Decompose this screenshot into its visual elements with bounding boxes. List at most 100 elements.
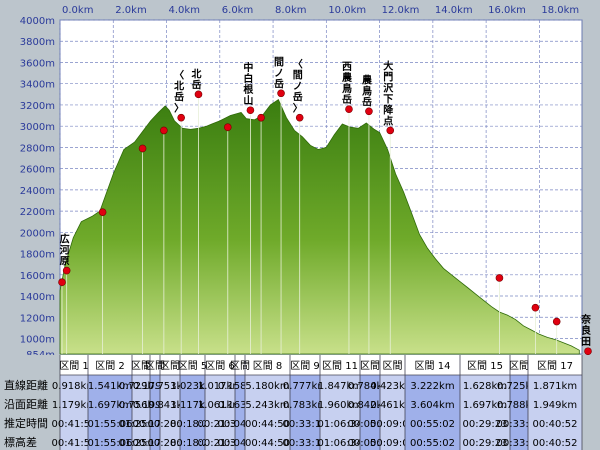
table-cell: 00:05:10 (348, 419, 393, 430)
table-cell: 00:44:50 (245, 419, 290, 430)
waypoint-marker (295, 113, 304, 122)
table-cell: 1.541km (88, 381, 132, 392)
table-cell: 3.222km (410, 381, 454, 392)
table-cell: 1.960km (318, 400, 362, 411)
x-tick-label: 4.0km (169, 5, 200, 16)
table-section-header: 区間 1 (59, 360, 89, 372)
table-cell: 00:09:02 (370, 419, 415, 430)
table-col-bg (88, 375, 132, 450)
table-cell: 1.697km (88, 400, 132, 411)
waypoint-marker (365, 107, 373, 116)
waypoint-marker (531, 303, 540, 312)
y-tick-label: 2000m (20, 228, 55, 239)
table-cell: 1.871km (533, 381, 577, 392)
table-cell: 01:06:34 (318, 419, 363, 430)
table-cell: 0.163km (218, 400, 262, 411)
table-cell: 1.847km (318, 381, 362, 392)
table-cell: 00:29:23 (463, 419, 508, 430)
table-cell: 01:06:34 (318, 438, 363, 449)
table-cell: 0.756km (119, 400, 163, 411)
waypoint-marker (257, 113, 265, 122)
waypoint-marker (246, 106, 255, 115)
table-cell: 00:04:40 (218, 419, 263, 430)
table-cell: 00:33:10 (283, 438, 328, 449)
waypoint-marker (345, 105, 353, 113)
waypoint-label: 〈間ノ岳〉 (293, 58, 303, 115)
table-cell: 01:25:17 (119, 438, 164, 449)
table-section-header: 区間 11 (322, 360, 358, 372)
table-cell: 0.783km (283, 400, 327, 411)
table-cell: 00:28:18 (148, 438, 193, 449)
waypoint-marker (138, 144, 147, 153)
table-row-label: 直線距離 (4, 378, 48, 392)
waypoint-label: 中白根山 (243, 61, 253, 107)
waypoint-label: 奈良田 (580, 313, 592, 348)
waypoint-marker (277, 89, 285, 98)
table-row-label: 沿面距離 (4, 397, 48, 411)
table-cell: 1.061km (198, 400, 242, 411)
y-tick-label: 2200m (20, 207, 55, 218)
table-section-header: 区間 5 (178, 360, 208, 372)
table-section-header: 区間 (360, 360, 380, 372)
waypoint-marker (194, 90, 203, 99)
y-tick-label: 3000m (20, 122, 55, 133)
waypoint-label: 西農鳥岳 (342, 61, 353, 106)
table-cell: 1.949km (533, 400, 577, 411)
table-cell: 00:41:55 (52, 438, 97, 449)
table-col-bg (528, 375, 582, 450)
table-cell: 01:55:06 (88, 438, 133, 449)
x-tick-label: 2.0km (115, 5, 146, 16)
table-col-bg (205, 375, 235, 450)
y-tick-label: 1600m (20, 271, 55, 282)
table-cell: 00:21:35 (198, 419, 243, 430)
table-col-bg (460, 375, 510, 450)
table-cell: 00:44:50 (245, 438, 290, 449)
table-cell: 0.461km (370, 400, 414, 411)
table-section-header: 区間 (383, 360, 403, 372)
table-row-label: 推定時間 (4, 416, 48, 430)
table-cell: 00:33:12 (497, 438, 542, 449)
x-tick-label: 14.0km (435, 5, 473, 16)
waypoint-marker (177, 113, 185, 122)
table-col-bg (245, 375, 290, 450)
table-cell: 00:55:02 (410, 438, 455, 449)
x-tick-label: 10.0km (328, 5, 366, 16)
table-cell: 0.788km (497, 400, 541, 411)
table-col-bg (405, 375, 460, 450)
table-cell: 00:40:52 (533, 419, 578, 430)
table-cell: 1.628km (463, 381, 507, 392)
waypoint-marker (584, 347, 592, 356)
table-cell: 00:04:40 (218, 438, 263, 449)
table-section-header: 区間 17 (537, 360, 573, 372)
y-tick-label: 1000m (20, 334, 55, 345)
table-cell: 0.729km (119, 381, 163, 392)
waypoint-label: 〈北岳〉 (174, 69, 184, 115)
y-tick-label: 3200m (20, 101, 55, 112)
table-section-header: 区間 8 (253, 360, 283, 372)
waypoint-marker (160, 126, 168, 135)
table-cell: 0.199km (133, 400, 177, 411)
table-cell: 00:17:48 (133, 438, 178, 449)
table-cell: 00:18:23 (170, 419, 215, 430)
table-cell: 1.697km (463, 400, 507, 411)
waypoint-label: 農鳥岳 (362, 73, 373, 108)
table-cell: 00:40:52 (533, 438, 578, 449)
table-section-header: 区間 (509, 360, 529, 372)
waypoint-marker (495, 274, 504, 282)
table-section-header: 区間 14 (415, 360, 451, 372)
table-header-bg (60, 355, 582, 375)
waypoint-marker (62, 266, 71, 275)
table-row-label: 標高差 (4, 435, 37, 449)
table-cell: 5.180km (245, 381, 289, 392)
table-cell: 00:21:35 (198, 438, 243, 449)
table-cell: 00:28:18 (148, 419, 193, 430)
table-cell: 0.158km (218, 381, 262, 392)
table-col-bg (290, 375, 320, 450)
table-cell: 00:41:55 (52, 419, 97, 430)
waypoint-marker (552, 317, 561, 326)
table-cell: 1.017km (198, 381, 242, 392)
table-col-bg (60, 375, 88, 450)
table-cell: 1.117km (170, 400, 214, 411)
